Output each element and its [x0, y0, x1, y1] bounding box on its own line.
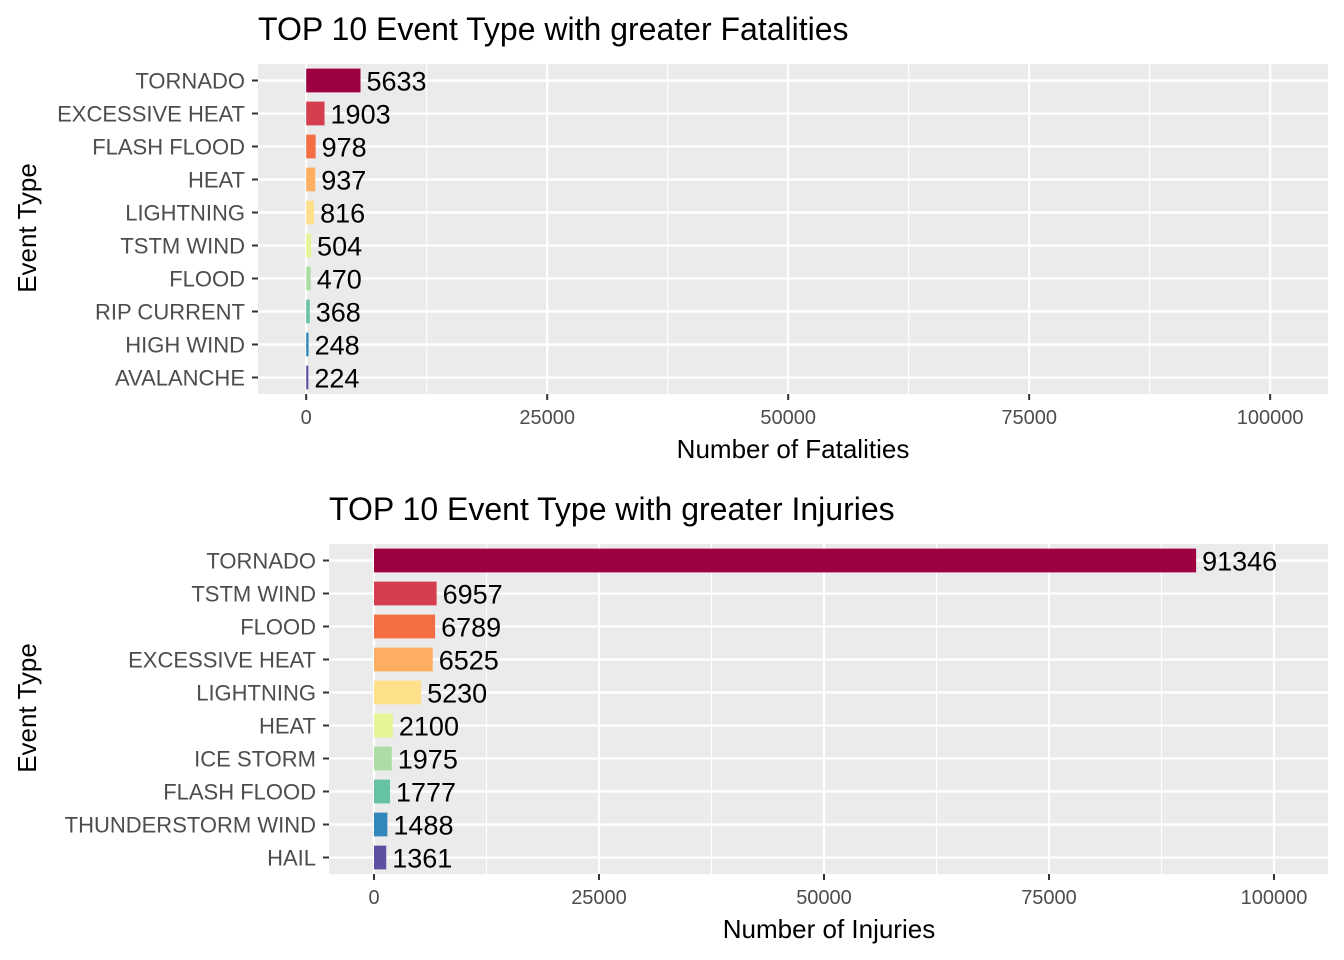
bar: [374, 614, 436, 639]
category-label: TORNADO: [206, 549, 316, 574]
bar: [306, 167, 316, 192]
data-label: 5633: [366, 67, 426, 97]
bar: [374, 812, 388, 837]
category-label: HIGH WIND: [125, 333, 245, 358]
bar: [306, 101, 325, 126]
category-label: EXCESSIVE HEAT: [128, 648, 316, 673]
fatalities-chart: TOP 10 Event Type with greater Fatalitie…: [12, 11, 1328, 464]
data-label: 2100: [399, 712, 459, 742]
data-label: 6789: [441, 613, 501, 643]
data-label: 6957: [443, 580, 503, 610]
bar: [306, 332, 309, 357]
data-label: 1777: [396, 778, 456, 808]
data-label: 470: [317, 265, 362, 295]
bar: [306, 299, 310, 324]
category-label: FLASH FLOOD: [92, 135, 245, 160]
bar: [374, 680, 422, 705]
category-label: EXCESSIVE HEAT: [57, 102, 245, 127]
category-label: LIGHTNING: [196, 681, 316, 706]
data-label: 248: [315, 331, 360, 361]
data-label: 224: [314, 364, 359, 394]
category-label: AVALANCHE: [115, 366, 245, 391]
bar: [374, 746, 392, 771]
category-label: ICE STORM: [194, 747, 316, 772]
x-tick-label: 75000: [1021, 887, 1077, 909]
injuries-chart: TOP 10 Event Type with greater Injuries …: [12, 491, 1328, 944]
bar: [306, 134, 316, 159]
data-label: 978: [322, 133, 367, 163]
category-label: FLASH FLOOD: [163, 780, 316, 805]
bar: [374, 548, 1197, 573]
bar: [374, 581, 437, 606]
data-label: 1488: [393, 811, 453, 841]
category-label: THUNDERSTORM WIND: [65, 813, 316, 838]
data-label: 6525: [439, 646, 499, 676]
data-label: 816: [320, 199, 365, 229]
y-axis-title: Event Type: [12, 643, 42, 773]
category-label: LIGHTNING: [125, 201, 245, 226]
bar: [306, 266, 311, 291]
bar: [374, 845, 387, 870]
data-label: 5230: [427, 679, 487, 709]
category-label: HEAT: [259, 714, 316, 739]
category-label: TSTM WIND: [191, 582, 316, 607]
x-tick-label: 50000: [760, 407, 816, 429]
chart-title: TOP 10 Event Type with greater Fatalitie…: [258, 11, 849, 47]
x-tick-label: 0: [368, 887, 379, 909]
category-label: FLOOD: [240, 615, 316, 640]
x-tick-label: 25000: [571, 887, 627, 909]
bar: [374, 713, 393, 738]
x-tick-label: 50000: [796, 887, 852, 909]
category-label: HEAT: [188, 168, 245, 193]
data-label: 368: [316, 298, 361, 328]
data-label: 1903: [331, 100, 391, 130]
x-tick-label: 100000: [1241, 887, 1308, 909]
category-label: FLOOD: [169, 267, 245, 292]
bar: [374, 647, 433, 672]
data-label: 1975: [398, 745, 458, 775]
x-tick-label: 25000: [519, 407, 575, 429]
data-label: 504: [317, 232, 362, 262]
x-tick-label: 100000: [1237, 407, 1304, 429]
category-label: TORNADO: [135, 69, 245, 94]
bar: [306, 233, 312, 258]
x-tick-label: 0: [301, 407, 312, 429]
bar: [306, 68, 361, 93]
x-axis-title: Number of Fatalities: [677, 434, 910, 464]
bar: [306, 200, 315, 225]
bar: [306, 365, 309, 390]
category-label: RIP CURRENT: [95, 300, 245, 325]
chart-title: TOP 10 Event Type with greater Injuries: [329, 491, 895, 527]
data-label: 1361: [392, 844, 452, 874]
bar: [374, 779, 390, 804]
category-label: HAIL: [267, 846, 316, 871]
category-label: TSTM WIND: [120, 234, 245, 259]
data-label: 91346: [1202, 547, 1277, 577]
data-label: 937: [321, 166, 366, 196]
y-axis-title: Event Type: [12, 163, 42, 293]
x-axis-title: Number of Injuries: [723, 914, 935, 944]
x-tick-label: 75000: [1001, 407, 1057, 429]
